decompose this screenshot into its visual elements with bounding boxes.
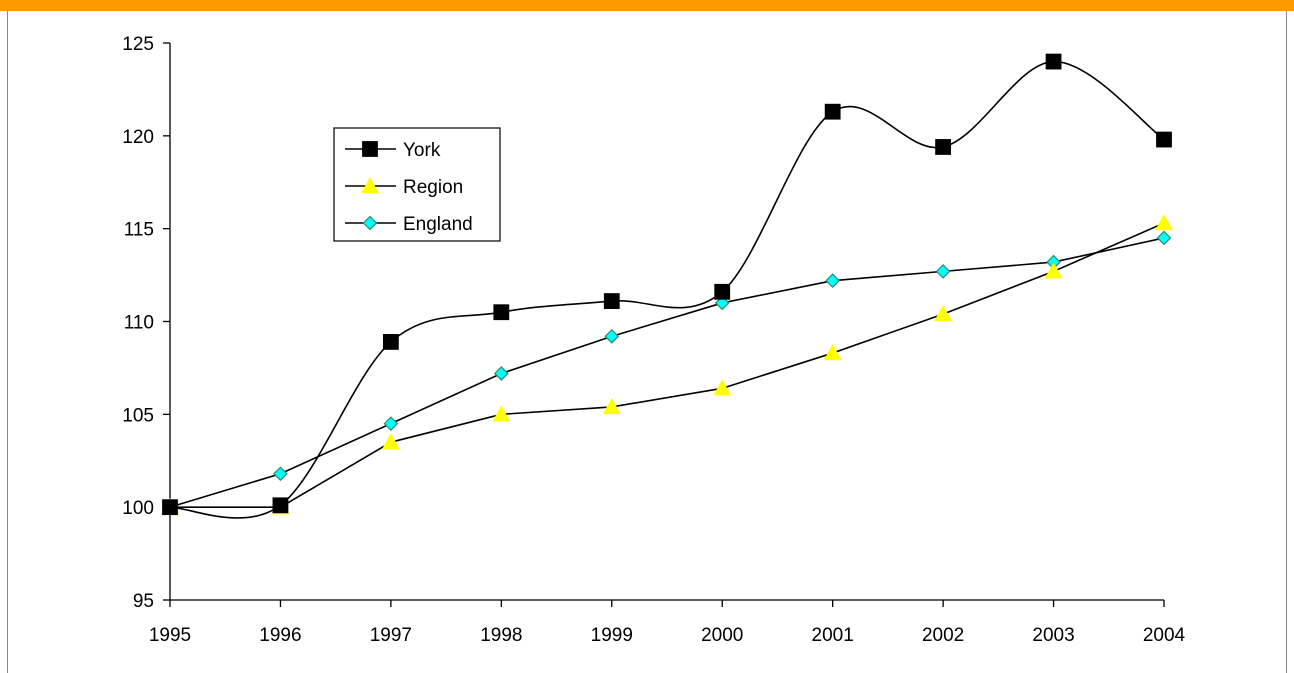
x-tick-label: 1997 bbox=[370, 625, 412, 646]
marker-region bbox=[1155, 214, 1173, 231]
series-line-region bbox=[170, 222, 1165, 508]
marker-region bbox=[823, 344, 842, 361]
x-tick-label: 2000 bbox=[701, 625, 743, 646]
frame-left-edge bbox=[7, 11, 8, 673]
legend-label-england: England bbox=[403, 214, 473, 235]
legend: York Region England bbox=[333, 127, 501, 242]
series-line-york bbox=[169, 60, 1165, 519]
y-tick-label: 110 bbox=[124, 313, 154, 334]
marker-region bbox=[934, 305, 953, 322]
x-tick-label: 1995 bbox=[149, 625, 191, 646]
y-tick-label: 120 bbox=[122, 127, 154, 148]
y-tick-label: 125 bbox=[122, 34, 154, 55]
legend-label-region: Region bbox=[403, 177, 463, 198]
y-tick-label: 95 bbox=[133, 591, 154, 612]
series-lines bbox=[169, 60, 1165, 519]
x-tick-label: 2002 bbox=[922, 625, 964, 646]
marker-england bbox=[383, 416, 399, 431]
marker-england bbox=[1156, 230, 1172, 246]
marker-region bbox=[713, 379, 732, 396]
x-tick-label: 1999 bbox=[591, 625, 633, 646]
legend-label-york: York bbox=[403, 140, 441, 161]
x-tick-label: 2003 bbox=[1032, 625, 1074, 646]
frame-right-edge bbox=[1286, 11, 1287, 673]
marker-england bbox=[935, 264, 951, 279]
chart-axes bbox=[163, 42, 1165, 607]
y-tick-label: 105 bbox=[122, 405, 154, 426]
marker-york bbox=[824, 103, 841, 120]
top-accent-bar bbox=[0, 0, 1294, 11]
marker-york bbox=[493, 304, 510, 321]
marker-york bbox=[382, 334, 399, 350]
legend-marker-york bbox=[362, 141, 378, 157]
series-markers bbox=[161, 53, 1173, 516]
x-tick-label: 2001 bbox=[812, 625, 854, 646]
y-tick-label: 100 bbox=[122, 498, 154, 519]
marker-region bbox=[381, 433, 400, 450]
marker-england bbox=[273, 466, 288, 482]
marker-region bbox=[602, 397, 621, 415]
x-axis-tick-labels: 1995 1996 1997 1998 1999 2000 2001 2002 2003 2004 bbox=[149, 625, 1186, 646]
y-axis-tick-labels: 95 100 105 110 115 120 125 bbox=[122, 34, 154, 612]
series-line-england bbox=[169, 237, 1165, 508]
x-tick-label: 1996 bbox=[259, 625, 301, 646]
marker-england bbox=[493, 366, 509, 381]
marker-england bbox=[604, 329, 620, 344]
marker-york bbox=[1156, 131, 1172, 148]
marker-york bbox=[935, 139, 952, 155]
y-tick-label: 115 bbox=[124, 220, 154, 241]
x-tick-label: 1998 bbox=[480, 625, 522, 646]
marker-region bbox=[1044, 262, 1063, 279]
legend-box bbox=[333, 127, 501, 242]
marker-york bbox=[272, 497, 289, 514]
marker-york bbox=[714, 283, 731, 300]
legend-marker-england bbox=[362, 215, 378, 231]
legend-marker-region bbox=[361, 177, 379, 194]
marker-york bbox=[162, 499, 178, 516]
marker-york bbox=[1045, 53, 1062, 70]
marker-region bbox=[492, 405, 511, 422]
marker-york bbox=[603, 293, 620, 309]
x-tick-label: 2004 bbox=[1143, 625, 1186, 646]
marker-england bbox=[825, 273, 841, 289]
